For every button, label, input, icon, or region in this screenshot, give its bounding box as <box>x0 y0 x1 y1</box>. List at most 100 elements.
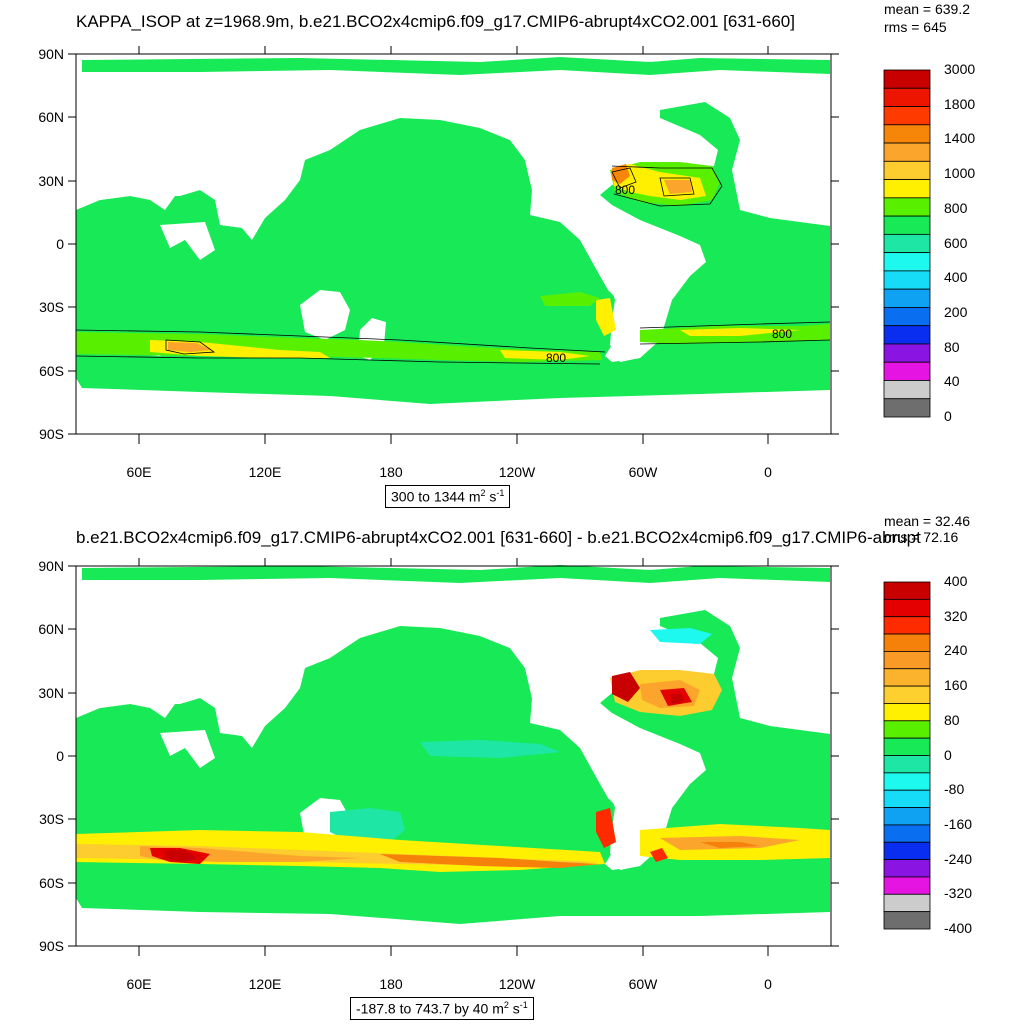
colorbar-label: -160 <box>944 815 973 832</box>
colorbar-swatch <box>883 307 931 327</box>
lon-label: 0 <box>764 976 772 992</box>
colorbar-swatch <box>883 343 931 363</box>
lat-label: 30S <box>39 811 64 827</box>
contour-label: 800 <box>772 327 792 341</box>
colorbar-label: 160 <box>944 677 968 694</box>
panel-kappa-isop: KAPPA_ISOP at z=1968.9m, b.e21.BCO2x4cmi… <box>38 1 976 508</box>
colorbar-label: 1400 <box>944 130 976 147</box>
mean-stat: mean = 32.46 <box>884 513 971 529</box>
lat-label: 30N <box>38 173 64 189</box>
colorbar-swatch <box>883 859 931 878</box>
colorbar-swatch <box>883 824 931 843</box>
colorbar-swatch <box>883 252 931 272</box>
colorbar-label: 400 <box>944 269 968 286</box>
colorbar-swatch <box>883 807 931 826</box>
colorbar-swatch <box>883 325 931 345</box>
colorbar-label: 200 <box>944 303 968 320</box>
colorbar-swatch <box>883 876 931 895</box>
colorbar-swatch <box>883 789 931 808</box>
lon-label: 60E <box>126 464 152 480</box>
colorbar-label: 80 <box>944 338 960 355</box>
lat-label: 60N <box>38 621 64 637</box>
colorbar-swatch <box>883 668 931 687</box>
lat-label: 30S <box>39 299 64 315</box>
colorbar-swatch <box>883 179 931 199</box>
colorbar-label: 3000 <box>944 61 976 77</box>
colorbar-label: -80 <box>944 781 965 798</box>
colorbar-label: 40 <box>944 373 960 390</box>
colorbar-swatch <box>883 703 931 722</box>
rms-stat: rms = 72.16 <box>884 529 959 545</box>
colorbar <box>883 581 931 930</box>
colorbar-swatch <box>883 720 931 739</box>
mean-stat: mean = 639.2 <box>884 1 971 17</box>
colorbar <box>883 69 931 418</box>
lat-label: 90N <box>38 46 64 62</box>
colorbar-swatch <box>883 737 931 756</box>
lat-label: 60N <box>38 109 64 125</box>
colorbar-swatch <box>883 581 931 600</box>
colorbar-label: -240 <box>944 850 973 867</box>
lon-label: 60W <box>628 464 658 480</box>
lon-label: 0 <box>764 464 772 480</box>
lon-label: 120E <box>248 464 282 480</box>
colorbar-swatch <box>883 398 931 418</box>
colorbar-label: 240 <box>944 642 968 659</box>
lon-label: 120W <box>498 976 536 992</box>
colorbar-label: 0 <box>944 408 952 424</box>
colorbar-label: 80 <box>944 711 960 728</box>
range-label: -187.8 to 743.7 by 40 m2 s-1 <box>350 997 534 1020</box>
colorbar-label: -400 <box>944 920 973 936</box>
colorbar-swatch <box>883 233 931 254</box>
colorbar-label: 400 <box>944 573 968 589</box>
lon-label: 120E <box>248 976 282 992</box>
range-label: 300 to 1344 m2 s-1 <box>385 485 511 508</box>
panel-title: b.e21.BCO2x4cmip6.f09_g17.CMIP6-abrupt4x… <box>76 528 921 547</box>
lon-label: 180 <box>379 464 403 480</box>
panel-title: KAPPA_ISOP at z=1968.9m, b.e21.BCO2x4cmi… <box>76 12 795 31</box>
lon-label: 60E <box>126 976 152 992</box>
colorbar-swatch <box>883 160 931 180</box>
rms-stat: rms = 645 <box>884 19 947 35</box>
ocean-field <box>76 565 830 924</box>
colorbar-swatch <box>883 380 931 400</box>
lat-label: 60S <box>39 363 64 379</box>
lat-label: 0 <box>56 748 64 764</box>
colorbar-swatch <box>883 893 931 913</box>
colorbar-swatch <box>883 616 931 635</box>
colorbar-swatch <box>883 197 931 217</box>
lat-label: 90S <box>39 426 64 442</box>
colorbar-label: 800 <box>944 199 968 216</box>
colorbar-swatch <box>883 69 931 89</box>
tick-marks <box>68 46 839 444</box>
contour-label: 800 <box>546 351 566 365</box>
colorbar-swatch <box>883 598 931 618</box>
colorbar-swatch <box>883 841 931 861</box>
colorbar-swatch <box>883 633 931 652</box>
contour-label: 800 <box>615 183 635 197</box>
lat-label: 60S <box>39 875 64 891</box>
colorbar-label: 1800 <box>944 95 976 112</box>
lat-label: 90S <box>39 938 64 954</box>
colorbar-label: 600 <box>944 234 968 251</box>
colorbar-swatch <box>883 685 931 704</box>
panel-difference: b.e21.BCO2x4cmip6.f09_g17.CMIP6-abrupt4x… <box>0 512 1024 1024</box>
tick-marks <box>68 558 839 956</box>
ocean-field <box>76 57 830 404</box>
colorbar-swatch <box>883 755 931 774</box>
lat-label: 30N <box>38 685 64 701</box>
colorbar-label: 320 <box>944 607 968 624</box>
colorbar-swatch <box>883 911 931 930</box>
contour-lines <box>75 165 831 365</box>
map-plot: 800 800 800 <box>68 46 931 444</box>
lon-label: 60W <box>628 976 658 992</box>
lon-label: 120W <box>498 464 536 480</box>
colorbar-swatch <box>883 215 931 235</box>
map-plot <box>68 558 931 956</box>
colorbar-swatch <box>883 106 931 126</box>
colorbar-swatch <box>883 288 931 308</box>
colorbar-swatch <box>883 87 931 107</box>
colorbar-swatch <box>883 142 931 162</box>
lat-label: 90N <box>38 558 64 574</box>
colorbar-label: 1000 <box>944 165 976 182</box>
